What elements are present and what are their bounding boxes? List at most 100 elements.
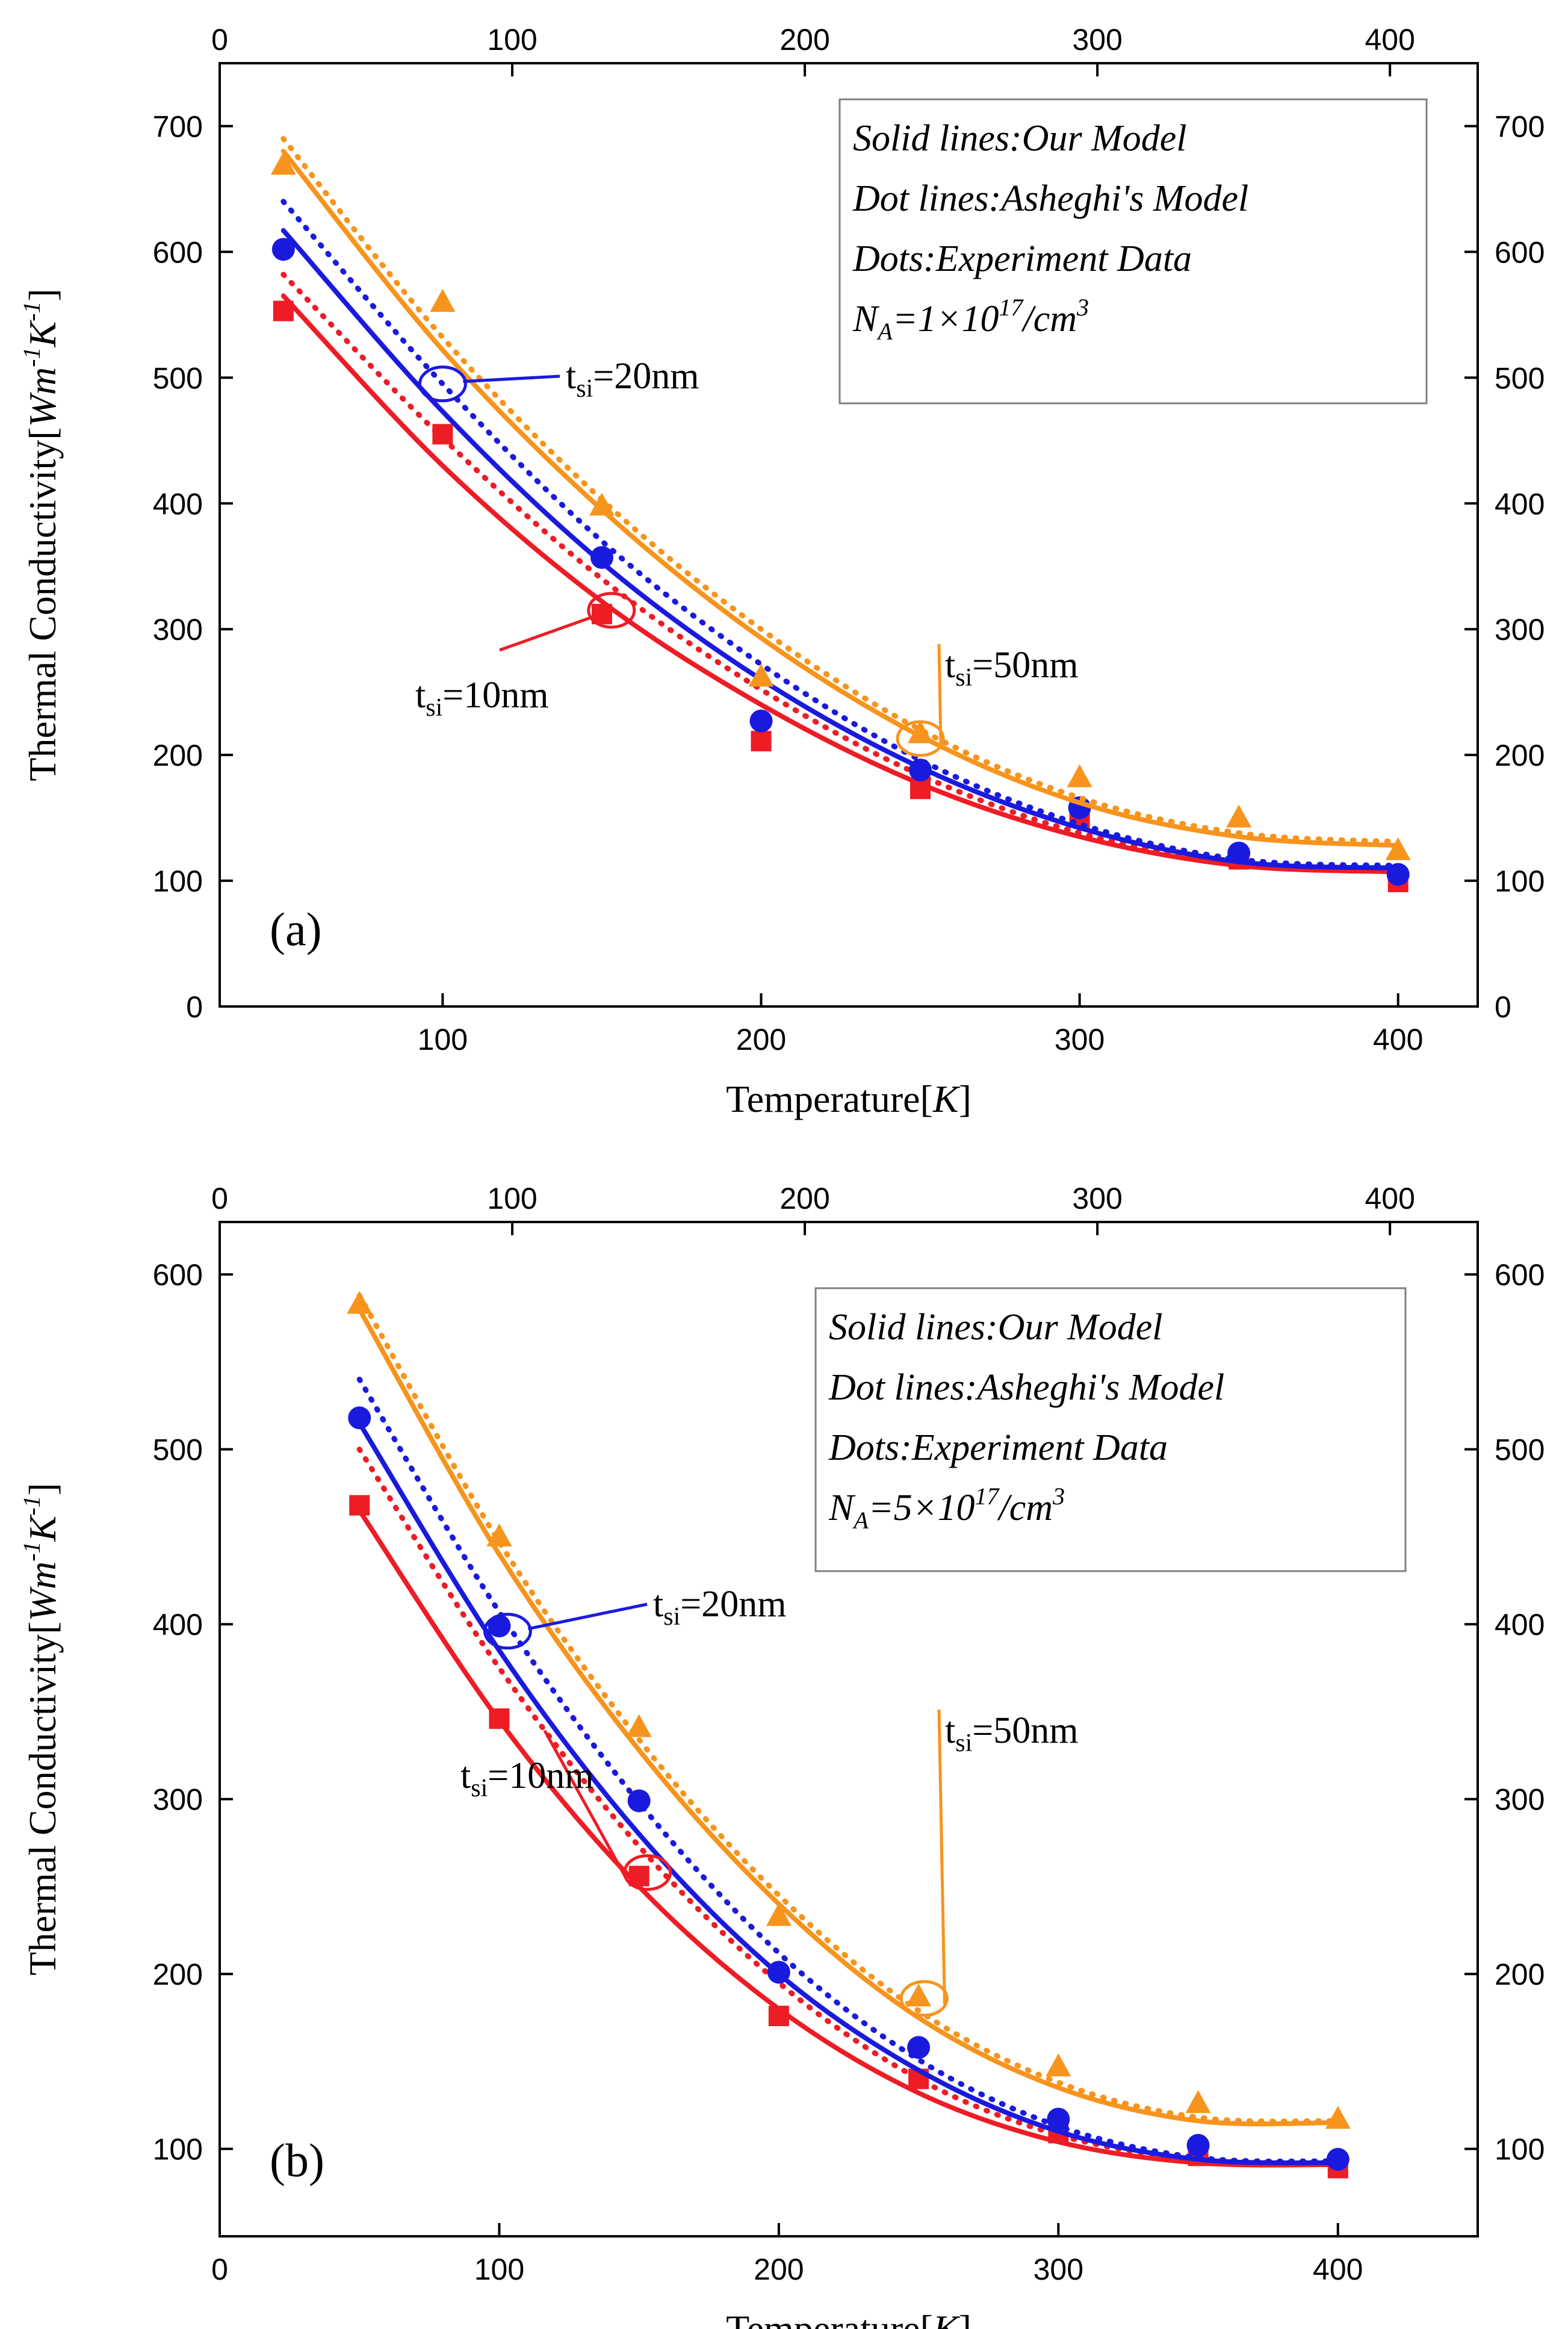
experiment-point-tsi-50nm-350 [1226,804,1252,828]
x-tick-label-top-100: 100 [487,1182,537,1215]
annotation-leader-tsi-10nm [499,616,592,652]
experiment-point-tsi-50nm-100 [486,1523,512,1546]
y-tick-label-right-600: 600 [1495,1258,1545,1292]
y-tick-label-left-400: 400 [153,487,203,521]
experiment-point-tsi-20nm-350 [1186,2133,1210,2157]
y-tick-label-right-700: 700 [1495,110,1545,143]
experiment-point-tsi-50nm-200 [766,1903,792,1926]
experiment-point-tsi-50nm-50 [347,1291,373,1314]
x-axis-title: Temperature[K] [726,2307,971,2329]
y-tick-label-right-500: 500 [1495,361,1545,395]
x-tick-label-top-200: 200 [779,1182,829,1215]
y-tick-label-right-0: 0 [1495,990,1511,1024]
our-model-line-tsi-10nm [280,293,1401,875]
experiment-point-tsi-50nm-300 [1046,2053,1071,2077]
x-tick-label-top-300: 300 [1072,23,1122,57]
experiment-point-tsi-20nm-300 [1047,2107,1070,2131]
experiment-point-tsi-50nm-200 [748,663,774,687]
y-tick-label-left-100: 100 [153,2133,203,2166]
y-tick-label-left-0: 0 [186,990,203,1024]
experiment-point-tsi-10nm-200 [751,731,772,752]
chart-panel-a: 100 200 300 400 0 100 200 300 400 0 0 100 100 200 200 3… [18,23,1545,1120]
x-tick-label-top-0: 0 [211,1182,228,1215]
legend-line-1: Solid lines:Our Model [853,118,1187,159]
plot-frame [218,62,1479,1008]
experiment-point-tsi-10nm-50 [349,1495,370,1516]
annotation-label-tsi-10nm: tsi=10nm [460,1755,593,1802]
y-tick-label-left-100: 100 [153,864,203,898]
experiment-point-tsi-20nm-150 [590,546,613,569]
experiment-point-tsi-20nm-200 [767,1961,790,1984]
experiment-point-tsi-20nm-400 [1386,863,1410,886]
legend-line-3: Dots:Experiment Data [852,238,1192,279]
asheghi-model-line-tsi-20nm [280,199,1401,869]
x-axis-title: Temperature[K] [726,1078,971,1120]
y-axis-title: Thermal Conductivity[Wm-1K-1] [18,1483,64,1976]
y-tick-label-left-400: 400 [153,1608,203,1642]
annotation-label-tsi-20nm: tsi=20nm [653,1584,786,1631]
x-tick-label-bottom-0: 0 [211,2253,228,2286]
legend-line-2: Dot lines:Asheghi's Model [828,1367,1224,1408]
experiment-point-tsi-20nm-250 [907,2036,931,2059]
experiment-point-tsi-50nm-400 [1325,2106,1351,2129]
experiment-point-tsi-50nm-50 [270,152,296,175]
y-tick-label-left-200: 200 [153,739,203,772]
our-model-line-tsi-20nm [280,228,1401,871]
y-tick-label-right-200: 200 [1495,739,1545,772]
legend-box [838,98,1428,405]
x-tick-label-top-300: 300 [1072,1182,1122,1215]
y-tick-label-right-600: 600 [1495,235,1545,269]
experiment-point-tsi-20nm-100 [488,1614,511,1638]
y-tick-label-right-100: 100 [1495,2133,1545,2166]
legend-box [814,1287,1407,1572]
experiment-point-tsi-20nm-50 [348,1406,371,1430]
our-model-line-tsi-50nm [357,1307,1340,2127]
x-tick-label-top-400: 400 [1365,23,1415,57]
y-tick-label-right-300: 300 [1495,1783,1545,1817]
annotation-leader-tsi-50nm [937,643,943,745]
annotation-ellipse-tsi-20nm [418,365,467,403]
experiment-point-tsi-20nm-150 [627,1789,651,1813]
annotation-label-tsi-50nm: tsi=50nm [945,1710,1078,1757]
x-tick-label-bottom-300: 300 [1055,1023,1105,1056]
y-tick-label-left-200: 200 [153,1958,203,1991]
annotation-ellipse-tsi-10nm [587,592,636,629]
our-model-line-tsi-50nm [280,149,1401,848]
experiment-point-tsi-50nm-100 [430,288,456,312]
annotation-label-tsi-50nm: tsi=50nm [945,645,1078,692]
annotation-ellipse-tsi-50nm [896,720,945,757]
x-tick-label-top-100: 100 [487,23,537,57]
experiment-point-tsi-50nm-250 [908,720,934,743]
y-tick-label-left-600: 600 [153,1258,203,1292]
x-tick-label-bottom-400: 400 [1313,2253,1363,2286]
experiment-point-tsi-20nm-400 [1326,2148,1350,2171]
experiment-point-tsi-20nm-350 [1227,842,1251,865]
panel-label: (b) [270,2134,324,2186]
x-tick-label-bottom-200: 200 [754,2253,804,2286]
legend-line-4: NA=1×1017/cm3 [852,294,1089,345]
experiment-point-tsi-10nm-100 [432,424,453,445]
our-model-line-tsi-20nm [357,1421,1340,2166]
x-tick-label-bottom-200: 200 [736,1023,786,1056]
legend-line-2: Dot lines:Asheghi's Model [852,178,1248,219]
y-tick-label-left-500: 500 [153,1433,203,1467]
experiment-point-tsi-50nm-250 [906,1983,932,2006]
experiment-point-tsi-20nm-50 [271,238,295,261]
x-tick-label-bottom-400: 400 [1373,1023,1423,1056]
y-tick-label-right-400: 400 [1495,1608,1545,1642]
legend-line-1: Solid lines:Our Model [829,1307,1163,1348]
y-axis-title: Thermal Conductivity[Wm-1K-1] [18,288,64,781]
experiment-point-tsi-10nm-50 [273,300,294,321]
x-tick-label-top-200: 200 [779,23,829,57]
y-tick-label-right-300: 300 [1495,613,1545,647]
experiment-point-tsi-50nm-400 [1385,837,1411,860]
experiment-point-tsi-10nm-250 [910,778,931,799]
annotation-leader-tsi-10nm [543,1729,628,1881]
annotation-leader-tsi-20nm [527,1602,648,1631]
x-tick-label-bottom-100: 100 [418,1023,468,1056]
y-tick-label-left-600: 600 [153,235,203,269]
annotation-ellipse-tsi-20nm [483,1613,532,1650]
annotation-leader-tsi-50nm [937,1709,946,2005]
x-tick-label-top-0: 0 [211,23,228,57]
